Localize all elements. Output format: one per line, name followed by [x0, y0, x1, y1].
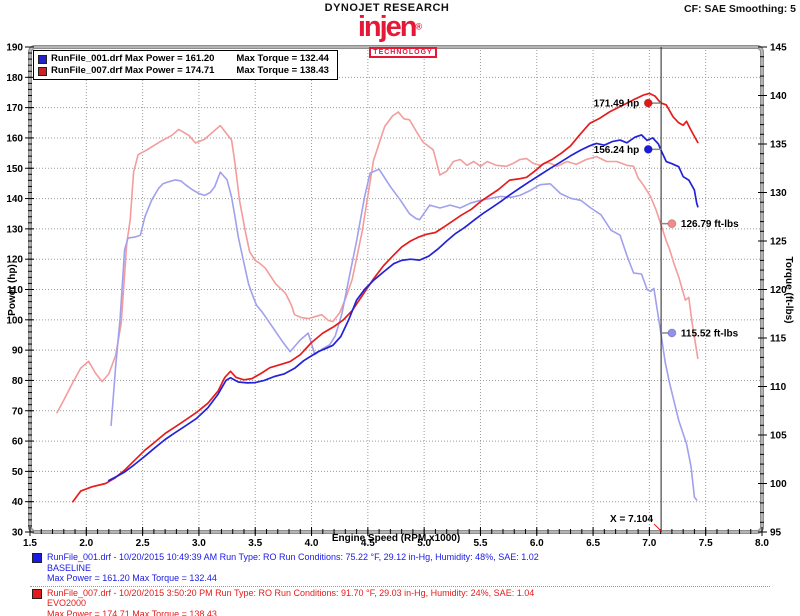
run-info-baseline: RunFile_001.drf - 10/20/2015 10:49:39 AM… [30, 551, 770, 587]
gridlines [30, 47, 762, 532]
axis-tick-labels: 1.5 2.0 2.5 3.0 3.5 4.0 4.5 5.0 5.5 6.0 6.5 7.0 7.5 8… [6, 43, 787, 550]
smoothing-setting: CF: SAE Smoothing: 5 [684, 3, 796, 15]
svg-text:2.0: 2.0 [79, 538, 93, 549]
marker-dot [667, 328, 677, 338]
run-conditions: RunFile_007.drf - 10/20/2015 3:50:20 PM … [47, 587, 535, 598]
run-max-values: Max Power = 174.71 Max Torque = 138.43 [47, 608, 217, 616]
marker-value-label: 171.49 hp [594, 99, 640, 110]
svg-text:120: 120 [770, 285, 787, 296]
svg-text:150: 150 [6, 164, 23, 175]
svg-text:120: 120 [6, 255, 23, 266]
svg-text:8.0: 8.0 [755, 538, 769, 549]
injen-logo: injen® TECHNOLOGY [330, 13, 450, 58]
svg-text:100: 100 [6, 315, 23, 326]
svg-text:6.0: 6.0 [530, 538, 544, 549]
legend-swatch-red [38, 66, 47, 76]
svg-text:105: 105 [770, 431, 787, 442]
svg-text:5.0: 5.0 [417, 538, 431, 549]
svg-text:115: 115 [770, 334, 787, 345]
svg-text:140: 140 [770, 91, 787, 102]
svg-text:180: 180 [6, 73, 23, 84]
legend-torque-label: Max Torque = 132.44 [236, 53, 329, 64]
svg-text:3.5: 3.5 [248, 538, 262, 549]
registered-mark-icon: ® [415, 21, 423, 32]
cursor-x-label: X = 7.104 [610, 514, 654, 525]
svg-text:70: 70 [12, 406, 24, 417]
svg-text:30: 30 [12, 528, 24, 539]
legend-label: RunFile_001.drf Max Power = 161.20 [51, 53, 215, 64]
svg-text:50: 50 [12, 467, 24, 478]
svg-text:4.0: 4.0 [305, 538, 319, 549]
svg-text:60: 60 [12, 437, 24, 448]
curve-baseline-power [107, 134, 699, 482]
svg-text:110: 110 [7, 285, 24, 296]
marker-dot [643, 98, 653, 108]
run-name: EVO2000 [47, 598, 87, 608]
svg-text:130: 130 [6, 224, 23, 235]
svg-text:135: 135 [770, 140, 787, 151]
page-title: DYNOJET RESEARCH [324, 2, 450, 14]
run-swatch-blue [32, 553, 42, 563]
svg-text:190: 190 [6, 43, 23, 54]
run-name: BASELINE [47, 562, 92, 573]
run-swatch-red [32, 588, 42, 599]
run-info-evo2000: RunFile_007.drf - 10/20/2015 3:50:20 PM … [30, 587, 770, 616]
axis-ticks [25, 46, 767, 536]
svg-text:2.5: 2.5 [136, 538, 150, 549]
svg-text:145: 145 [770, 43, 787, 54]
run-info-footer: RunFile_001.drf - 10/20/2015 10:49:39 AM… [30, 551, 770, 616]
svg-text:7.5: 7.5 [699, 538, 713, 549]
legend-label: RunFile_007.drf Max Power = 174.71 [51, 65, 215, 76]
svg-text:110: 110 [770, 382, 787, 393]
curve-baseline-torque [110, 168, 698, 501]
legend-swatch-blue [38, 54, 47, 64]
svg-text:6.5: 6.5 [586, 538, 600, 549]
svg-text:90: 90 [12, 346, 24, 357]
svg-text:4.5: 4.5 [361, 538, 375, 549]
x-axis-title: Engine Speed (RPM x1000) [331, 533, 461, 544]
svg-text:140: 140 [6, 194, 23, 205]
svg-text:1.5: 1.5 [23, 538, 37, 549]
cursor-label-pointer [653, 523, 662, 532]
svg-text:170: 170 [6, 103, 23, 114]
marker-dot [643, 144, 653, 154]
svg-text:125: 125 [770, 237, 787, 248]
legend-row-evo2000: RunFile_007.drf Max Power = 174.71 Max T… [38, 65, 329, 77]
svg-text:130: 130 [770, 188, 787, 199]
marker-value-label: 126.79 ft-lbs [681, 219, 739, 230]
legend-row-baseline: RunFile_001.drf Max Power = 161.20 Max T… [38, 53, 329, 65]
injen-logo-subtext: TECHNOLOGY [369, 47, 437, 58]
injen-logo-text: injen [357, 11, 418, 43]
svg-text:7.0: 7.0 [642, 538, 656, 549]
svg-text:80: 80 [12, 376, 24, 387]
svg-text:160: 160 [6, 133, 23, 144]
left-axis-title: Power (hp) [7, 264, 18, 316]
curves [56, 92, 699, 503]
right-axis-title: Torque (ft-lbs) [783, 256, 794, 324]
marker-dot [667, 219, 677, 229]
run-conditions: RunFile_001.drf - 10/20/2015 10:49:39 AM… [47, 552, 539, 562]
svg-text:40: 40 [12, 497, 24, 508]
svg-text:5.5: 5.5 [474, 538, 488, 549]
legend-box: RunFile_001.drf Max Power = 161.20 Max T… [33, 50, 338, 80]
svg-text:100: 100 [770, 479, 787, 490]
curve-evo2000-power [71, 92, 699, 503]
marker-value-label: 115.52 ft-lbs [681, 328, 739, 339]
curve-evo2000-torque [56, 111, 699, 414]
svg-text:95: 95 [770, 528, 782, 539]
svg-text:3.0: 3.0 [192, 538, 206, 549]
marker-value-label: 156.24 hp [594, 145, 640, 156]
run-max-values: Max Power = 161.20 Max Torque = 132.44 [47, 573, 217, 583]
legend-torque-label: Max Torque = 138.43 [236, 65, 329, 76]
